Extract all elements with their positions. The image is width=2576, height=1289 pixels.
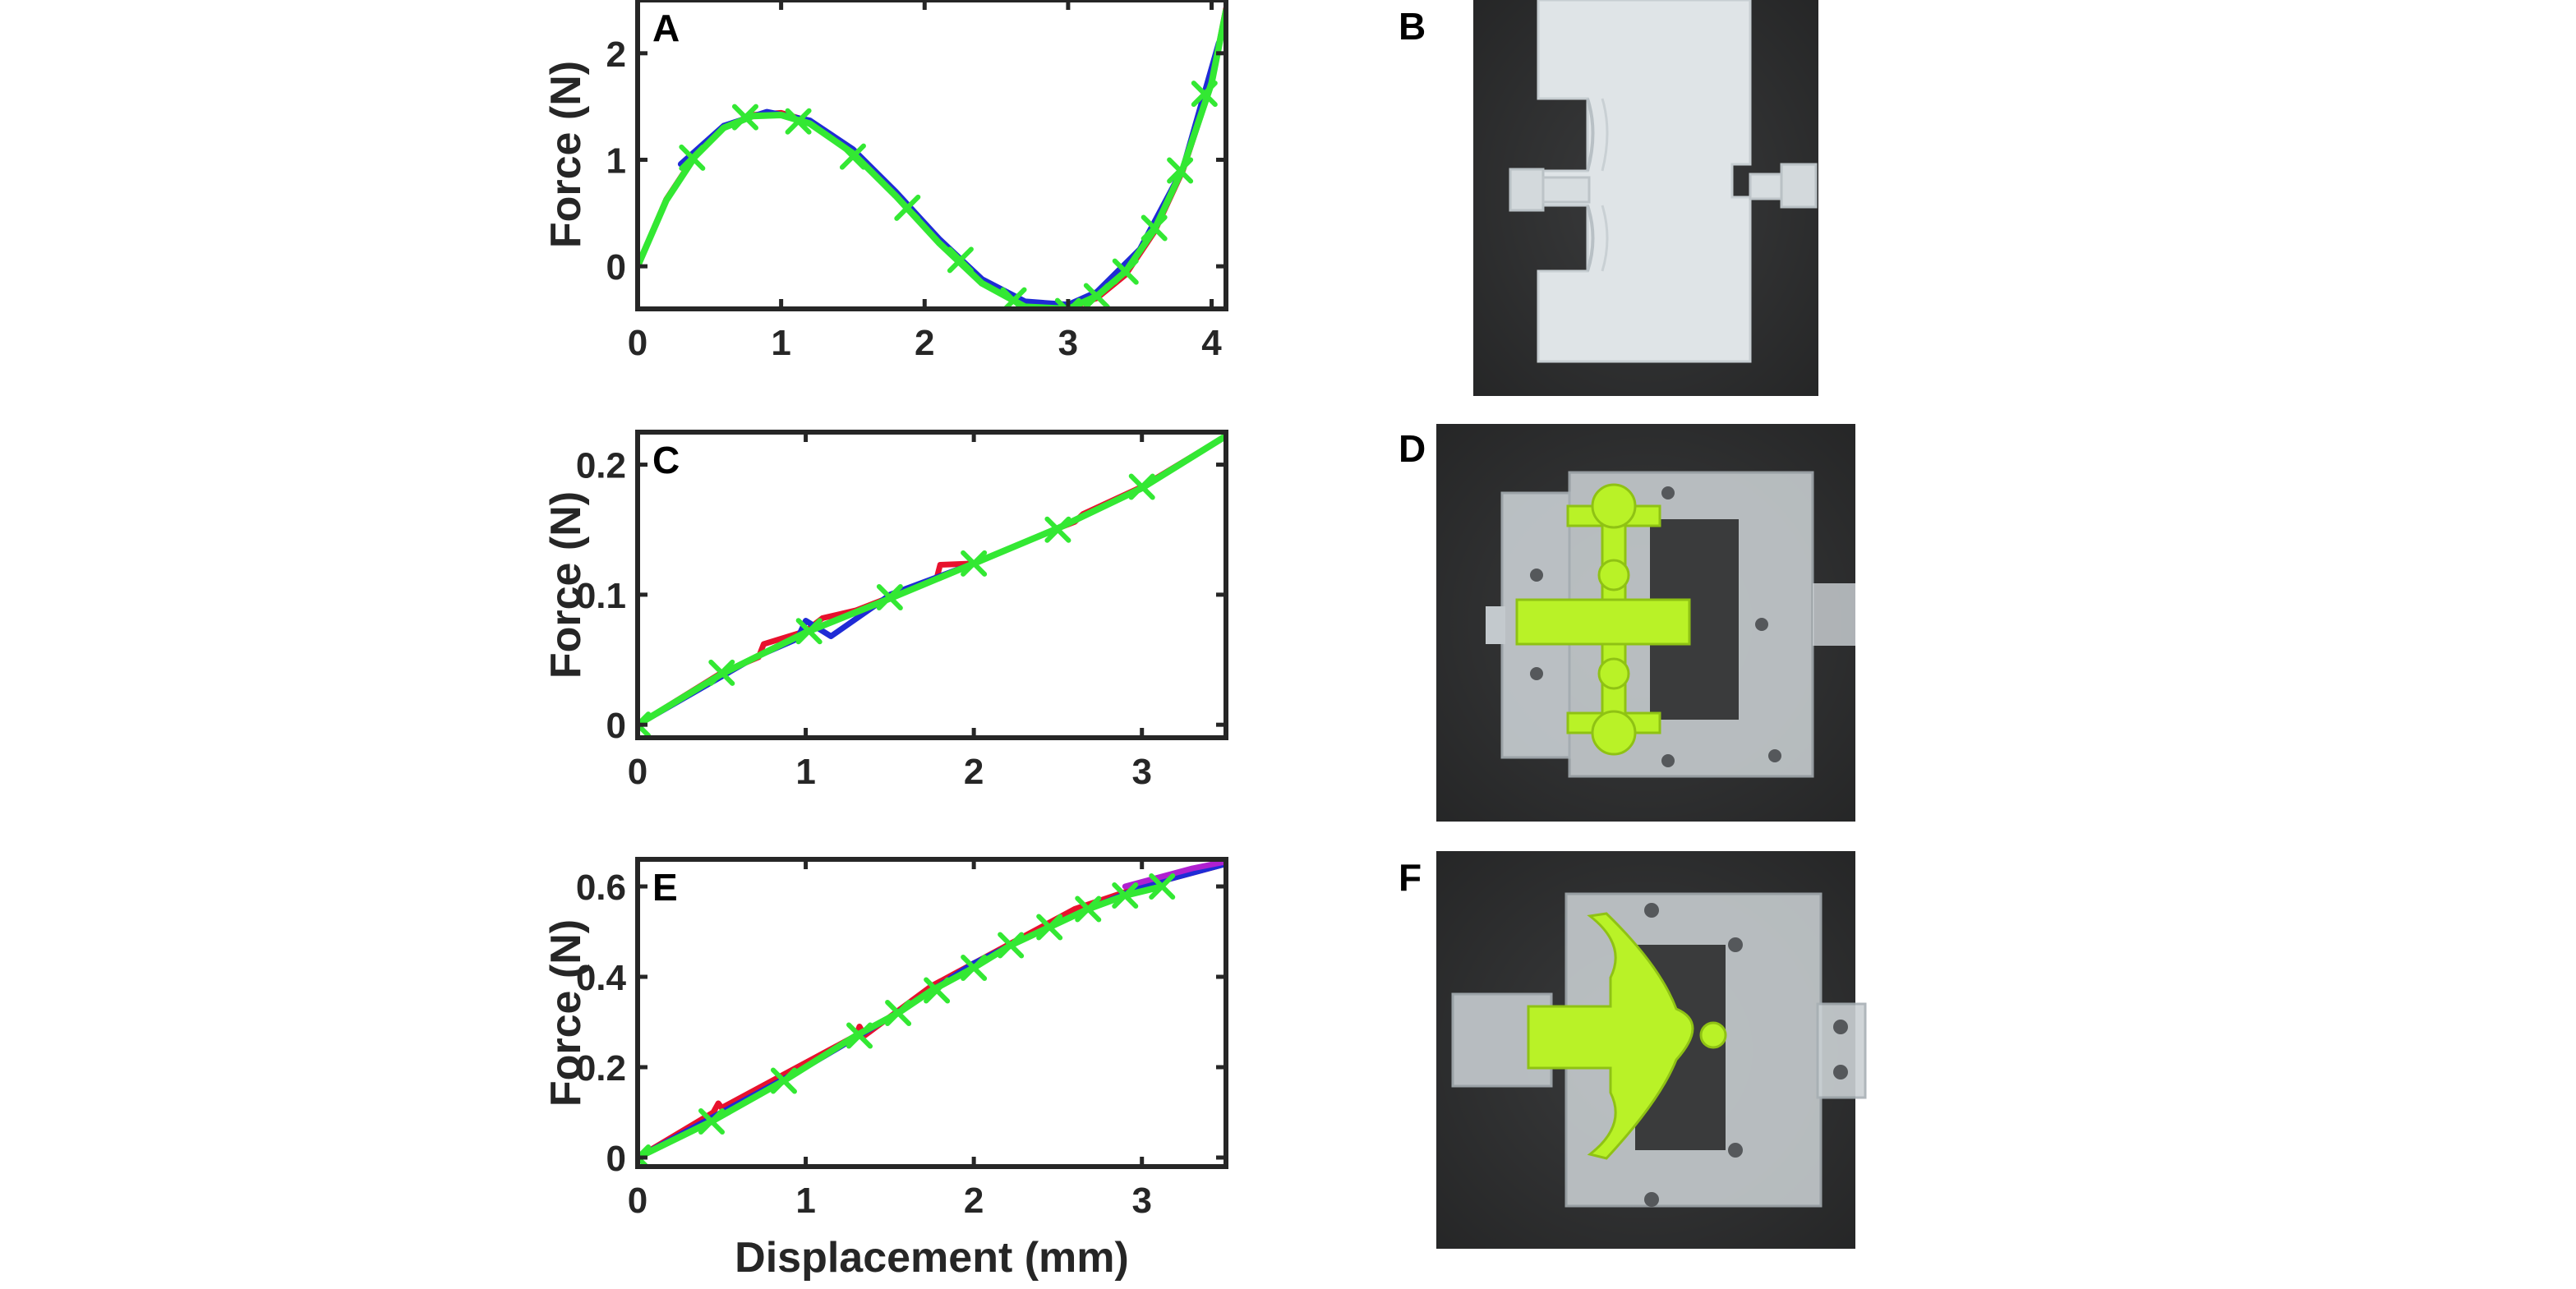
photo-panel-f: F (1399, 851, 1867, 1249)
photo-panel-b: B (1399, 0, 1818, 396)
y-tick-label-a: 0 (606, 247, 626, 288)
marker-a-1 (679, 144, 706, 171)
x-tick-label-a: 2 (915, 323, 934, 363)
marker-a-5 (894, 194, 921, 221)
marker-a-13 (1191, 81, 1218, 108)
marker-c-4 (876, 584, 903, 611)
y-tick-label-e: 0.4 (576, 958, 627, 998)
marker-e-10 (1075, 895, 1102, 923)
series-line-e-4 (638, 883, 1166, 1161)
marker-a-2 (731, 104, 758, 131)
x-tick-label-a: 3 (1058, 323, 1078, 363)
y-tick-label-e: 0.6 (576, 868, 626, 908)
marker-a-12 (1167, 157, 1194, 184)
axis-frame-a (635, 0, 1228, 311)
panel-letter-c: C (652, 439, 680, 481)
series-line-a-2 (677, 39, 1222, 308)
x-tick-label-a: 1 (771, 323, 790, 363)
marker-e-5 (885, 1000, 912, 1026)
series-line-e-1 (638, 861, 1226, 1161)
x-tick-label-c: 1 (795, 752, 815, 792)
marker-e-9 (1036, 914, 1063, 941)
photo-panel-d: D (1399, 424, 1855, 822)
marker-c-5 (961, 550, 988, 577)
x-tick-label-e: 0 (628, 1181, 647, 1221)
marker-e-12 (1149, 873, 1176, 900)
marker-c-6 (1044, 516, 1071, 543)
axis-frame-c (635, 430, 1228, 740)
series-line-e-3 (1122, 859, 1226, 890)
marker-e-6 (924, 977, 951, 1004)
chart-panel-a: 0 1 2 3 4 0 1 2 Force (N) A (542, 0, 1228, 363)
marker-e-2 (698, 1108, 726, 1135)
x-tick-label-c: 3 (1131, 752, 1151, 792)
series-line-a-1 (638, 5, 1226, 309)
marker-c-7 (1128, 473, 1155, 500)
marker-a-9 (1083, 283, 1110, 309)
panel-letter-b: B (1399, 5, 1426, 48)
x-tick-label-e: 3 (1131, 1181, 1151, 1221)
axis-frame-e (635, 857, 1228, 1169)
marker-a-11 (1141, 214, 1168, 242)
marker-e-8 (998, 932, 1025, 959)
x-tick-label-a: 4 (1201, 323, 1222, 363)
x-tick-label-c: 0 (628, 752, 647, 792)
panel-letter-d: D (1399, 427, 1426, 470)
y-tick-label-c: 0 (606, 706, 626, 746)
panel-letter-e: E (652, 866, 678, 909)
marker-a-4 (839, 143, 866, 170)
y-axis-label-a: Force (N) (542, 61, 590, 248)
x-tick-label-e: 1 (795, 1181, 815, 1221)
marker-c-2 (708, 659, 735, 686)
chart-panel-c: 0 1 2 3 0 0.1 0.2 Force (N) C (542, 430, 1228, 792)
marker-a-8 (1054, 297, 1081, 309)
y-tick-label-e: 0 (606, 1139, 626, 1179)
panel-letter-f: F (1399, 856, 1422, 899)
marker-a-10 (1112, 258, 1139, 285)
panel-letter-a: A (652, 7, 680, 49)
series-line-c-3 (638, 432, 1226, 729)
y-tick-label-c: 0.1 (576, 576, 626, 616)
marker-c-3 (795, 618, 823, 645)
marker-c-1 (638, 711, 651, 738)
y-axis-label-c: Force (N) (542, 491, 590, 679)
series-line-a-3 (638, 7, 1226, 309)
marker-a-6 (947, 246, 974, 274)
y-tick-label-e: 0.2 (576, 1048, 626, 1089)
x-tick-label-e: 2 (964, 1181, 984, 1221)
marker-e-7 (961, 955, 988, 981)
y-axis-label-e: Force (N) (542, 919, 590, 1107)
chart-panel-e: 0 1 2 3 0 0.2 0.4 0.6 Force (N) Displacement (mm)… (542, 857, 1228, 1282)
x-tick-label-c: 2 (964, 752, 984, 792)
x-axis-label-e: Displacement (mm) (735, 1234, 1129, 1282)
y-tick-label-c: 0.2 (576, 446, 626, 486)
marker-e-3 (770, 1067, 797, 1094)
marker-a-3 (785, 108, 812, 135)
marker-e-4 (846, 1022, 873, 1049)
x-tick-label-a: 0 (628, 323, 647, 363)
y-tick-label-a: 2 (606, 35, 626, 75)
y-tick-label-a: 1 (606, 140, 626, 181)
marker-e-11 (1112, 882, 1139, 909)
